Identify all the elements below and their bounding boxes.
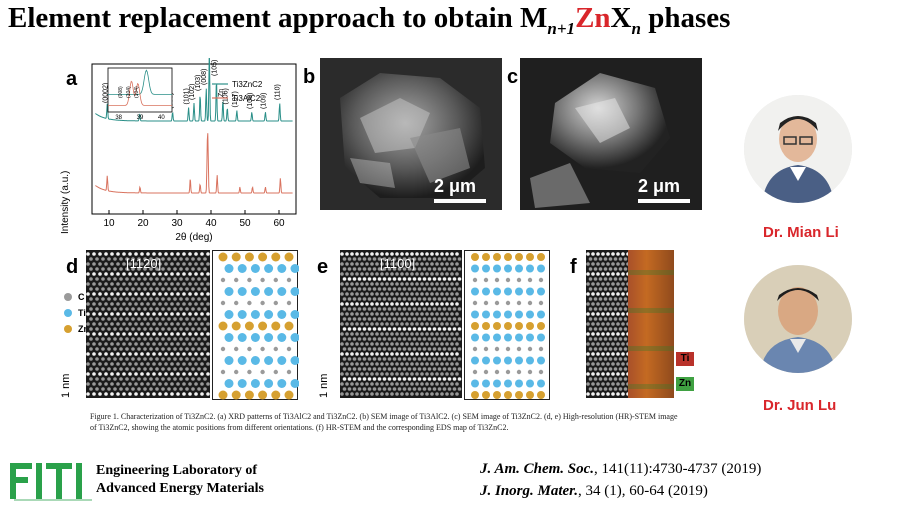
ti-atom-icon bbox=[64, 309, 72, 317]
sem-texture-c bbox=[520, 58, 702, 210]
eds-zn-tag: Zn bbox=[676, 377, 694, 391]
panel-label-f: f bbox=[570, 256, 577, 278]
panel-label-a: a bbox=[66, 68, 78, 90]
eds-ti-tag: Ti bbox=[676, 352, 694, 366]
legend-c: C bbox=[64, 292, 85, 302]
peak-label-11: (107) bbox=[232, 91, 239, 107]
sem-texture-b bbox=[320, 58, 502, 210]
peak-label-9: Zn bbox=[218, 89, 225, 97]
peak-label-3: (101) bbox=[184, 88, 191, 104]
peak-label-5: (103) bbox=[195, 75, 202, 91]
sem-image-ti3alc2: 2 μm bbox=[320, 58, 502, 210]
x-tick-label-10: 10 bbox=[103, 218, 115, 229]
lab-name-line2: Advanced Energy Materials bbox=[96, 481, 264, 496]
inset-frame bbox=[107, 67, 173, 113]
legend-ti: Ti bbox=[64, 308, 86, 318]
c-atom-icon bbox=[64, 293, 72, 301]
lattice-texture bbox=[86, 250, 210, 398]
reference-2-journal: J. Inorg. Mater. bbox=[480, 483, 578, 499]
inset-label-2: (104) bbox=[134, 86, 140, 98]
reference-2-detail: , 34 (1), 60-64 (2019) bbox=[577, 483, 708, 499]
legend-zn: Zn bbox=[64, 324, 89, 334]
scale-1nm-d: 1 nm bbox=[60, 373, 72, 398]
x-axis-label: 2θ (deg) bbox=[175, 232, 212, 242]
lattice-texture bbox=[586, 250, 632, 398]
lattice-texture bbox=[340, 250, 462, 398]
panel-label-e: e bbox=[317, 256, 329, 278]
scale-bar-b: 2 μm bbox=[434, 176, 486, 203]
zn-atom-icon bbox=[64, 325, 72, 333]
peak-label-14: (110) bbox=[275, 84, 282, 100]
name-jun-lu: Dr. Jun Lu bbox=[763, 397, 837, 414]
name-mian-li: Dr. Mian Li bbox=[763, 224, 839, 241]
stem-image-d: [1120] bbox=[86, 250, 210, 398]
panel-label-b: b bbox=[303, 66, 316, 88]
stem-image-e: [1100] bbox=[340, 250, 462, 398]
figure-caption: Figure 1. Characterization of Ti3ZnC2. (… bbox=[90, 412, 678, 432]
reference-1-journal: J. Am. Chem. Soc. bbox=[480, 461, 595, 477]
x-tick-label-40: 40 bbox=[205, 218, 217, 229]
atom-grid bbox=[218, 252, 300, 400]
sem-image-ti3znc2: 2 μm bbox=[520, 58, 702, 210]
series-line-Ti3AlC2 bbox=[95, 133, 293, 194]
peak-label-4: (102) bbox=[189, 84, 196, 100]
x-tick-label-30: 30 bbox=[171, 218, 183, 229]
reference-1-detail: , 141(11):4730-4737 (2019) bbox=[594, 461, 762, 477]
x-tick-label-60: 60 bbox=[273, 218, 285, 229]
scale-1nm-e: 1 nm bbox=[318, 373, 330, 398]
xrd-y-axis-label: Intensity (a.u.) bbox=[60, 170, 71, 234]
atomic-model-e bbox=[464, 250, 550, 400]
atomic-model-d bbox=[212, 250, 300, 400]
person-silhouette-icon bbox=[744, 265, 852, 373]
person-silhouette-icon bbox=[744, 95, 852, 203]
legend-label-1: Ti3AlC2 bbox=[232, 94, 261, 103]
inset-label-1: (104) bbox=[126, 86, 132, 98]
x-tick-label-50: 50 bbox=[239, 218, 251, 229]
portrait-jun-lu bbox=[744, 265, 852, 373]
scale-bar-c: 2 μm bbox=[638, 176, 690, 203]
reference-2: J. Inorg. Mater., 34 (1), 60-64 (2019) bbox=[480, 480, 761, 502]
eds-texture bbox=[628, 270, 674, 389]
inset-series-ti3alc2 bbox=[108, 80, 172, 106]
stem-image-f bbox=[586, 250, 632, 398]
series-line-Ti3ZnC2 bbox=[95, 58, 293, 122]
panel-label-c: c bbox=[507, 66, 519, 88]
slide-title: Element replacement approach to obtain M… bbox=[8, 2, 731, 38]
peak-label-12: (108) bbox=[247, 93, 254, 109]
x-tick-label-20: 20 bbox=[137, 218, 149, 229]
inset-tick-38: 38 bbox=[115, 115, 122, 121]
peak-label-6: (008) bbox=[201, 69, 208, 85]
panel-label-d: d bbox=[66, 256, 79, 278]
portrait-mian-li bbox=[744, 95, 852, 203]
peak-label-13: (109) bbox=[260, 93, 267, 109]
eds-map bbox=[628, 250, 674, 398]
reference-1: J. Am. Chem. Soc., 141(11):4730-4737 (20… bbox=[480, 458, 761, 480]
peak-label-8: (105) bbox=[211, 60, 218, 76]
references: J. Am. Chem. Soc., 141(11):4730-4737 (20… bbox=[480, 458, 761, 502]
inset-tick-40: 40 bbox=[158, 115, 165, 121]
lab-name-line1: Engineering Laboratory of bbox=[96, 463, 257, 478]
lab-name: Engineering Laboratory of Advanced Energ… bbox=[96, 462, 264, 498]
peak-label-10: (106) bbox=[222, 88, 229, 104]
inset-label-0: (008) bbox=[118, 86, 124, 98]
xrd-plot-frame bbox=[91, 63, 297, 215]
zone-axis-label-e: [1100] bbox=[380, 256, 416, 271]
zone-axis-label-d: [1120] bbox=[126, 256, 162, 271]
inset-tick-39: 39 bbox=[137, 115, 144, 121]
peak-label-0: (0002) bbox=[102, 83, 109, 103]
lab-logo-icon bbox=[10, 463, 92, 501]
atom-grid bbox=[471, 253, 545, 399]
legend-label-0: Ti3ZnC2 bbox=[232, 80, 263, 89]
